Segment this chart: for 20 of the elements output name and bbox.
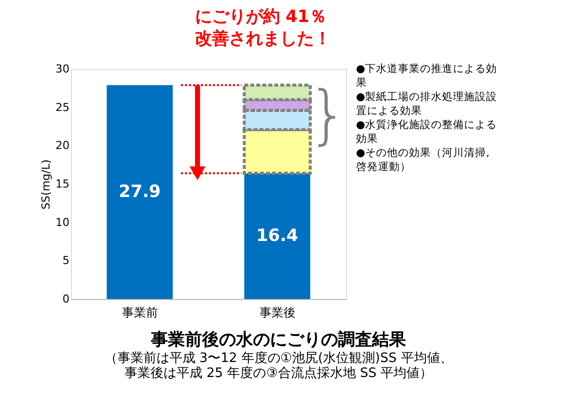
annotation: } <box>308 78 348 152</box>
data-label: 27.9 <box>118 182 161 202</box>
y-tick-label: 25 <box>56 100 70 114</box>
y-tick-label: 5 <box>62 254 70 268</box>
y-tick-label: 20 <box>56 139 70 152</box>
text: にごりが約 41％改善されました！ <box>194 7 331 49</box>
y-tick-label: 10 <box>56 216 70 229</box>
text: ●その他の効果（河川清掃, 啓発運動） <box>356 146 490 173</box>
x-tick-label: 事業後 <box>259 306 296 320</box>
text: ●水質浄化施設の整備による効果 <box>356 118 498 145</box>
y-axis-title: SS(mg/L) <box>40 159 53 210</box>
y-tick-label: 15 <box>56 178 70 190</box>
y-tick-label: 0 <box>62 292 70 306</box>
y-tick-label: 30 <box>56 62 70 76</box>
text: （事業前は平成 3〜12 年度の①池尻(水位観測)SS 平均値、事業後は平成 25 年度の③合流点採水地 SS 平均値） <box>104 350 453 381</box>
data-label: 16.4 <box>256 226 298 246</box>
text: ●製紙工場の排水処理施設設置による効果 <box>356 90 498 117</box>
text: 事業前後の水のにごりの調査結果 <box>150 330 407 350</box>
x-tick-label: 事業前 <box>122 306 158 320</box>
text: ●下水道事業の推進による効果 <box>356 62 498 89</box>
